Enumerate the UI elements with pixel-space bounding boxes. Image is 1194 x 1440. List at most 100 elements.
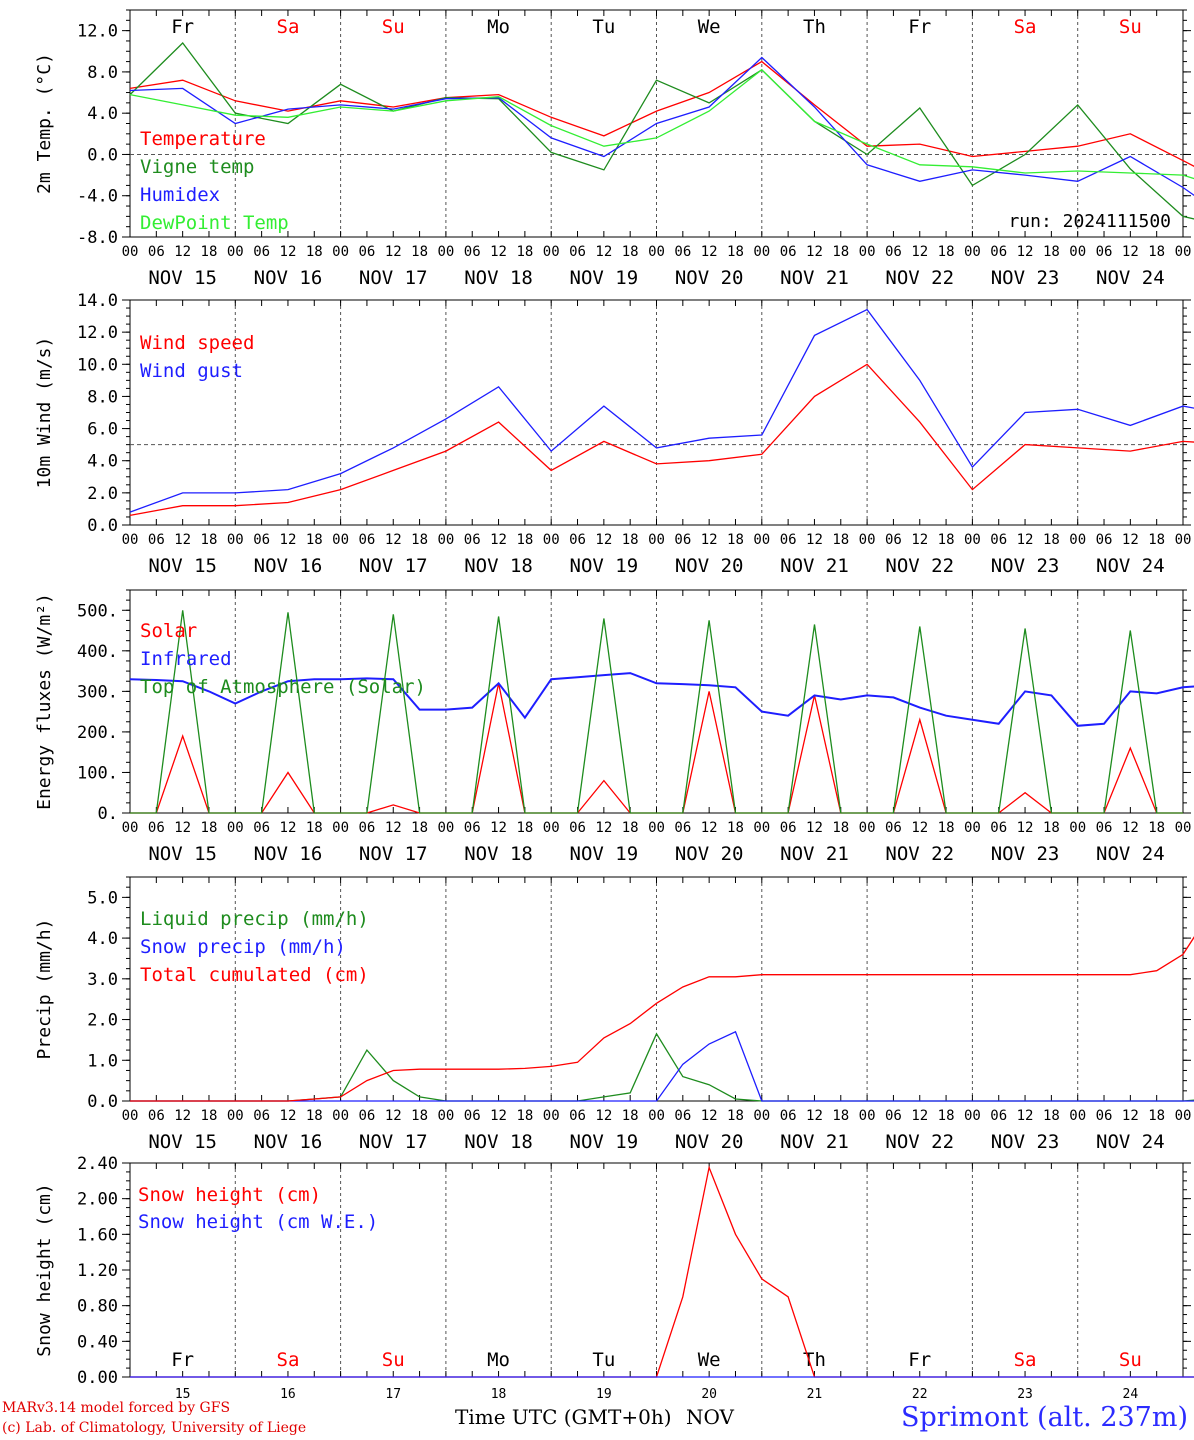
x-hour-label: 00 [753,532,770,548]
day-name-label: Th [803,16,826,38]
x-hour-label: 06 [990,820,1007,836]
x-hour-label: 18 [306,1108,323,1124]
x-hour-label: 00 [437,820,454,836]
x-hour-label: 12 [490,1108,507,1124]
y-tick-label: 0.40 [77,1332,118,1352]
x-hour-label: 06 [358,1108,375,1124]
x-date-label: NOV 23 [991,555,1060,577]
x-hour-label: 00 [648,244,665,260]
x-hour-label: 00 [648,820,665,836]
x-hour-label: 18 [411,244,428,260]
x-hour-label: 00 [964,820,981,836]
legend-entry: Vigne temp [140,156,254,178]
legend-entry: DewPoint Temp [140,212,289,234]
x-day-number: 15 [175,1387,191,1400]
x-hour-label: 18 [1148,532,1165,548]
legend-entry: Snow height (cm) [138,1184,321,1206]
x-hour-label: 00 [964,532,981,548]
x-hour-label: 00 [122,1108,139,1124]
x-hour-label: 00 [859,1108,876,1124]
x-hour-label: 12 [1017,1108,1034,1124]
x-hour-label: 12 [701,244,718,260]
x-hour-label: 00 [227,1108,244,1124]
x-date-label: NOV 24 [1096,843,1165,865]
x-hour-label: 12 [490,244,507,260]
x-hour-label: 06 [780,820,797,836]
x-hour-label: 12 [701,532,718,548]
x-hour-label: 12 [280,820,297,836]
legend-entry: Wind speed [140,332,254,354]
x-hour-label: 00 [543,244,560,260]
x-hour-label: 06 [885,532,902,548]
x-hour-label: 12 [1122,532,1139,548]
x-hour-label: 18 [411,820,428,836]
x-hour-label: 18 [516,1108,533,1124]
x-hour-label: 12 [806,244,823,260]
day-name-label: Sa [277,16,300,38]
x-date-label: NOV 20 [675,267,744,289]
x-hour-label: 12 [1122,820,1139,836]
x-hour-label: 00 [753,244,770,260]
x-hour-label: 12 [280,244,297,260]
x-date-label: NOV 22 [885,1131,954,1153]
x-date-label: NOV 24 [1096,267,1165,289]
x-hour-label: 00 [543,1108,560,1124]
y-tick-label: 0.00 [77,1368,118,1388]
x-hour-label: 12 [174,244,191,260]
x-hour-label: 18 [306,244,323,260]
y-axis-label: Precip (mm/h) [34,919,55,1060]
x-hour-label: 06 [358,244,375,260]
x-date-label: NOV 21 [780,267,849,289]
x-hour-label: 06 [569,820,586,836]
x-hour-label: 06 [358,532,375,548]
x-hour-label: 18 [1043,532,1060,548]
x-date-label: NOV 17 [359,267,428,289]
x-day-number: 19 [596,1387,612,1400]
y-tick-label: 12.0 [77,323,118,343]
y-tick-label: 100. [77,763,118,783]
y-tick-label: 14.0 [77,291,118,311]
y-tick-label: 2.00 [77,1190,118,1210]
x-hour-label: 18 [1043,1108,1060,1124]
x-hour-label: 06 [464,532,481,548]
series-line [129,60,1194,167]
y-axis-label: 10m Wind (m/s) [34,337,55,489]
x-day-number: 24 [1123,1387,1139,1400]
x-hour-label: 18 [832,1108,849,1124]
x-date-label: NOV 19 [570,1131,639,1153]
x-hour-label: 18 [1148,244,1165,260]
x-hour-label: 06 [253,1108,270,1124]
x-hour-label: 18 [1148,820,1165,836]
x-date-label: NOV 21 [780,1131,849,1153]
x-hour-label: 12 [595,244,612,260]
y-tick-label: 0.0 [87,516,118,536]
x-hour-label: 00 [1175,244,1192,260]
x-hour-label: 18 [938,532,955,548]
legend-entry: Infrared [140,648,232,670]
x-date-label: NOV 23 [991,267,1060,289]
x-hour-label: 06 [569,532,586,548]
x-date-label: NOV 19 [570,267,639,289]
x-hour-label: 12 [806,1108,823,1124]
x-hour-label: 00 [543,532,560,548]
legend-entry: Liquid precip (mm/h) [140,908,369,930]
x-hour-label: 00 [332,820,349,836]
x-hour-label: 12 [701,1108,718,1124]
x-hour-label: 12 [595,532,612,548]
x-hour-label: 12 [1122,244,1139,260]
x-hour-label: 18 [832,244,849,260]
x-hour-label: 12 [595,1108,612,1124]
x-hour-label: 06 [990,532,1007,548]
day-name-label: Fr [171,1349,194,1371]
x-date-label: NOV 23 [991,843,1060,865]
series-line [129,68,1194,180]
legend-entry: Snow height (cm W.E.) [138,1211,378,1233]
x-hour-label: 00 [227,244,244,260]
x-hour-label: 06 [885,1108,902,1124]
x-date-label: NOV 20 [675,843,744,865]
day-name-label: Tu [592,16,615,38]
x-hour-label: 06 [1096,244,1113,260]
station-name: Sprimont (alt. 237m) [901,1402,1188,1433]
x-hour-label: 12 [1017,532,1034,548]
x-date-label: NOV 17 [359,1131,428,1153]
